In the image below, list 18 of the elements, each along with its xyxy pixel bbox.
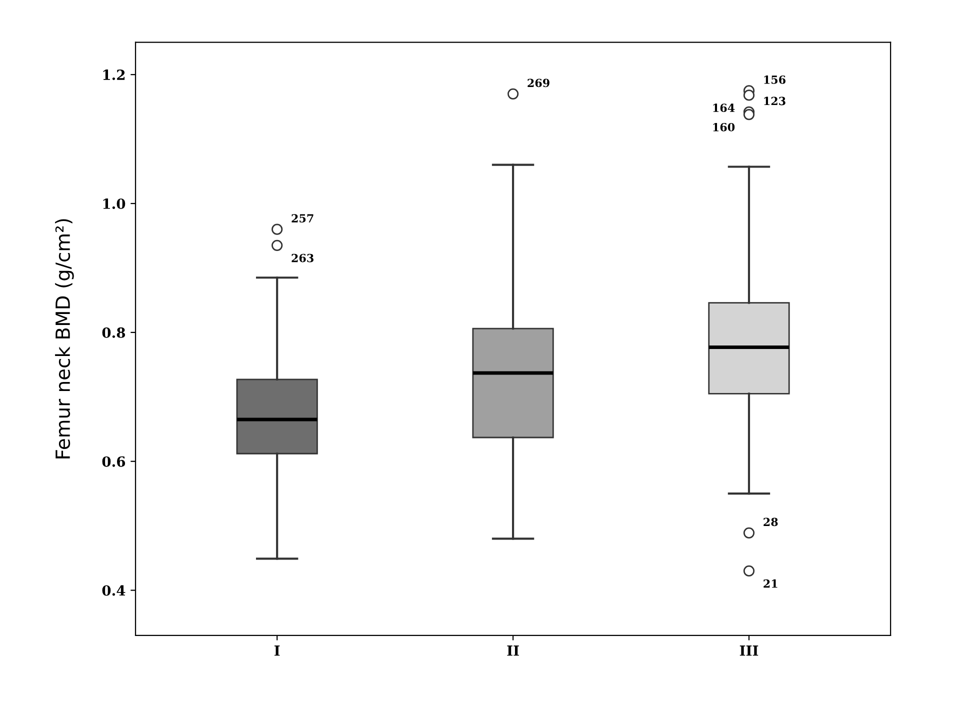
x-tick-label: I bbox=[274, 646, 280, 656]
x-tick-label: II bbox=[507, 646, 519, 656]
annotation: 156 bbox=[764, 76, 786, 84]
x-tick-label: III bbox=[740, 646, 758, 656]
annotation: 257 bbox=[292, 214, 314, 223]
annotation: 263 bbox=[292, 254, 314, 262]
annotation: 21 bbox=[764, 579, 778, 588]
annotation: 160 bbox=[713, 122, 735, 132]
y-tick-label: 0.4 bbox=[102, 585, 126, 596]
y-tick-label: 0.6 bbox=[102, 456, 126, 467]
annotation: 269 bbox=[528, 78, 550, 88]
annotation: 123 bbox=[764, 96, 786, 106]
y-tick-label: 1.0 bbox=[103, 198, 126, 209]
annotation: 164 bbox=[713, 104, 735, 112]
y-tick-label: 1.2 bbox=[103, 70, 125, 80]
annotation: 28 bbox=[764, 518, 778, 526]
y-axis-title: Femur neck BMD (g/cm²) bbox=[55, 219, 74, 458]
y-tick-label: 0.8 bbox=[102, 327, 126, 338]
